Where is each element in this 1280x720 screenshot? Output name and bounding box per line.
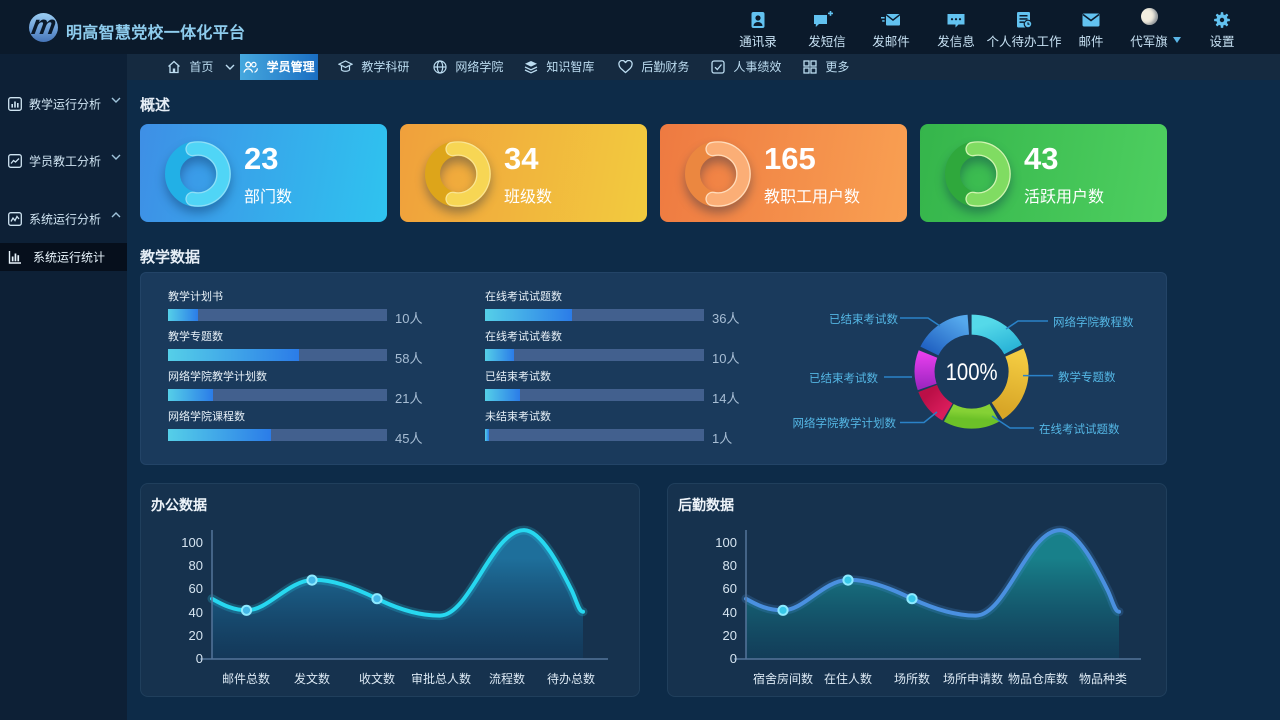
svg-text:100%: 100% (946, 359, 998, 386)
